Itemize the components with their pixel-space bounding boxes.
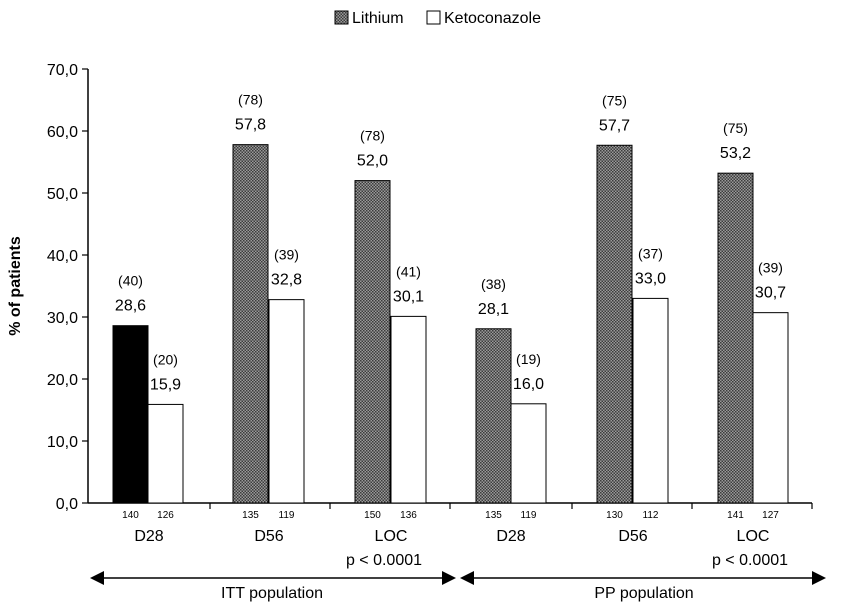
category-label: D28 <box>134 528 163 545</box>
y-tick-label: 40,0 <box>47 248 78 265</box>
bar-lithium <box>475 328 512 504</box>
n-label-lithium: 130 <box>606 510 623 521</box>
y-axis-label: % of patients <box>7 236 24 336</box>
count-label-lithium: (75) <box>602 92 627 108</box>
n-label-ketoconazole: 112 <box>643 510 659 521</box>
group-label-itt: ITT population <box>221 585 323 602</box>
value-label-ketoconazole: 30,1 <box>393 288 424 305</box>
y-tick-label: 20,0 <box>47 372 78 389</box>
bar-lithium <box>112 325 149 504</box>
n-label-ketoconazole: 127 <box>762 510 779 521</box>
value-label-ketoconazole: 32,8 <box>271 272 302 289</box>
group-label-pp: PP population <box>594 585 693 602</box>
count-label-ketoconazole: (41) <box>396 263 421 279</box>
pp-arrow-right-arrowhead <box>812 571 826 585</box>
bar-lithium <box>232 144 269 504</box>
count-label-lithium: (78) <box>360 128 385 144</box>
n-label-lithium: 150 <box>364 510 381 521</box>
bar-ketoconazole <box>632 297 669 504</box>
bar-lithium <box>354 180 391 504</box>
value-label-lithium: 28,1 <box>478 301 509 318</box>
p-value-pp: p < 0.0001 <box>712 552 788 569</box>
value-label-ketoconazole: 15,9 <box>150 376 181 393</box>
count-label-lithium: (78) <box>238 92 263 108</box>
n-label-lithium: 135 <box>485 510 502 521</box>
category-label: D56 <box>254 528 283 545</box>
count-label-lithium: (75) <box>723 120 748 136</box>
bar-ketoconazole <box>147 403 184 504</box>
p-value-itt: p < 0.0001 <box>346 552 422 569</box>
n-label-ketoconazole: 126 <box>157 510 174 521</box>
legend-swatch-lithium <box>334 10 349 25</box>
n-label-lithium: 141 <box>727 510 744 521</box>
category-label: LOC <box>737 528 770 545</box>
count-label-ketoconazole: (37) <box>638 245 663 261</box>
bar-ketoconazole <box>752 312 789 504</box>
axes: 0,0 10,0 20,0 30,0 40,0 50,0 60,0 70,0 <box>47 62 813 513</box>
legend-swatch-ketoconazole <box>426 10 441 25</box>
value-label-ketoconazole: 30,7 <box>755 285 786 302</box>
itt-arrow-right-arrowhead <box>442 571 456 585</box>
category-label: LOC <box>375 528 408 545</box>
value-label-lithium: 28,6 <box>115 298 146 315</box>
category-label: D56 <box>618 528 647 545</box>
legend-label-ketoconazole: Ketoconazole <box>444 10 541 27</box>
n-label-lithium: 135 <box>242 510 259 521</box>
value-label-lithium: 57,8 <box>235 117 266 134</box>
value-label-lithium: 57,7 <box>599 117 630 134</box>
y-tick-label: 0,0 <box>56 496 78 513</box>
value-label-lithium: 52,0 <box>357 153 388 170</box>
y-tick-label: 30,0 <box>47 310 78 327</box>
value-label-ketoconazole: 33,0 <box>635 270 666 287</box>
bar-labels: 28,6 (40) 15,9 (20) 57,8 (78) 32,8 (39) 52,0 (78)… <box>115 92 786 394</box>
y-tick-label: 10,0 <box>47 434 78 451</box>
n-label-ketoconazole: 119 <box>521 510 537 521</box>
count-label-lithium: (40) <box>118 273 143 289</box>
n-label-ketoconazole: 136 <box>400 510 417 521</box>
value-label-lithium: 53,2 <box>720 145 751 162</box>
count-label-ketoconazole: (19) <box>516 351 541 367</box>
pp-arrow-left-arrowhead <box>460 571 474 585</box>
category-label: D28 <box>496 528 525 545</box>
bar-ketoconazole <box>268 299 305 504</box>
bar-lithium <box>717 172 754 504</box>
value-label-ketoconazole: 16,0 <box>513 376 544 393</box>
bar-ketoconazole <box>510 403 547 504</box>
itt-arrow-left-arrowhead <box>90 571 104 585</box>
legend-label-lithium: Lithium <box>352 10 404 27</box>
bar-lithium <box>596 144 633 504</box>
bottom-annotations: 140 126 D28 135 119 D56 150 136 LOC 135 119 D28 130 1… <box>90 510 826 602</box>
count-label-lithium: (38) <box>481 276 506 292</box>
count-label-ketoconazole: (39) <box>274 247 299 263</box>
n-label-ketoconazole: 119 <box>279 510 295 521</box>
legend: Lithium Ketoconazole <box>334 10 541 27</box>
bar-ketoconazole <box>390 315 427 504</box>
y-tick-label: 60,0 <box>47 124 78 141</box>
count-label-ketoconazole: (39) <box>758 260 783 276</box>
bars <box>112 144 789 504</box>
y-tick-label: 70,0 <box>47 62 78 79</box>
count-label-ketoconazole: (20) <box>153 351 178 367</box>
n-label-lithium: 140 <box>122 510 139 521</box>
y-tick-label: 50,0 <box>47 186 78 203</box>
